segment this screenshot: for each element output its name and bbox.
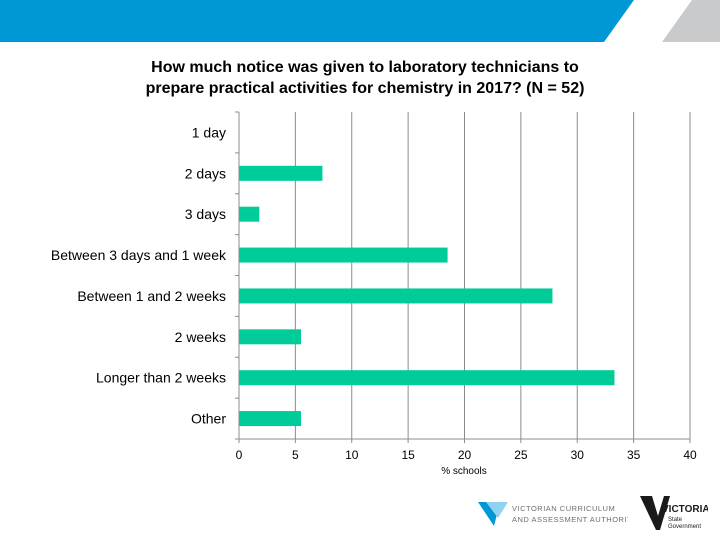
- vcaa-logo-line-1: VICTORIAN CURRICULUM: [512, 504, 615, 513]
- category-label: 2 days: [185, 165, 226, 181]
- bar: [239, 206, 260, 222]
- chart-title-line-1: How much notice was given to laboratory …: [151, 59, 579, 76]
- x-tick-labels: 0 5 10 15 20 25 30 35 40: [236, 448, 697, 462]
- x-tick-label: 35: [627, 448, 641, 462]
- vcaa-logo-line-2: AND ASSESSMENT AUTHORITY: [512, 515, 628, 524]
- victoria-logo-state: State: [668, 517, 683, 523]
- category-label: Other: [191, 411, 226, 427]
- vcaa-logo: VICTORIAN CURRICULUM AND ASSESSMENT AUTH…: [478, 502, 628, 526]
- gridlines: [294, 112, 691, 439]
- x-tick-label: 30: [571, 448, 585, 462]
- x-tick-label: 25: [514, 448, 528, 462]
- victoria-logo-government: Government: [668, 524, 701, 530]
- victoria-logo-mark: [640, 496, 670, 530]
- bar: [239, 329, 302, 345]
- x-tick-label: 10: [345, 448, 359, 462]
- header-accent-bar: [0, 0, 634, 42]
- x-tick-label: 0: [236, 448, 243, 462]
- x-tick-label: 15: [401, 448, 415, 462]
- header-banner: [0, 0, 720, 42]
- category-labels: 1 day 2 days 3 days Between 3 days and 1 we…: [51, 124, 227, 426]
- category-label: Longer than 2 weeks: [96, 370, 226, 386]
- header-stripe: [662, 0, 720, 42]
- category-label: 1 day: [192, 124, 226, 140]
- x-tick-label: 40: [683, 448, 697, 462]
- bar: [239, 247, 448, 263]
- x-tick-label: 20: [458, 448, 472, 462]
- bar: [239, 370, 615, 386]
- axes: [235, 111, 691, 443]
- bar-chart: 1 day 2 days 3 days Between 3 days and 1 we…: [51, 111, 697, 477]
- bar: [239, 165, 323, 181]
- victoria-government-logo: VICTORIA State Government: [640, 496, 708, 530]
- bar: [239, 411, 302, 427]
- chart-title: How much notice was given to laboratory …: [60, 57, 670, 99]
- category-label: Between 1 and 2 weeks: [77, 288, 226, 304]
- x-axis-title: % schools: [441, 466, 487, 477]
- category-label: 2 weeks: [175, 329, 226, 345]
- category-label: Between 3 days and 1 week: [51, 247, 227, 263]
- category-label: 3 days: [185, 206, 226, 222]
- vcaa-logo-mark-inner: [486, 502, 508, 518]
- chart-title-line-2: prepare practical activities for chemist…: [145, 80, 585, 97]
- bar: [239, 288, 553, 304]
- victoria-logo-word: VICTORIA: [662, 504, 708, 515]
- bars: [239, 165, 615, 427]
- x-tick-label: 5: [292, 448, 299, 462]
